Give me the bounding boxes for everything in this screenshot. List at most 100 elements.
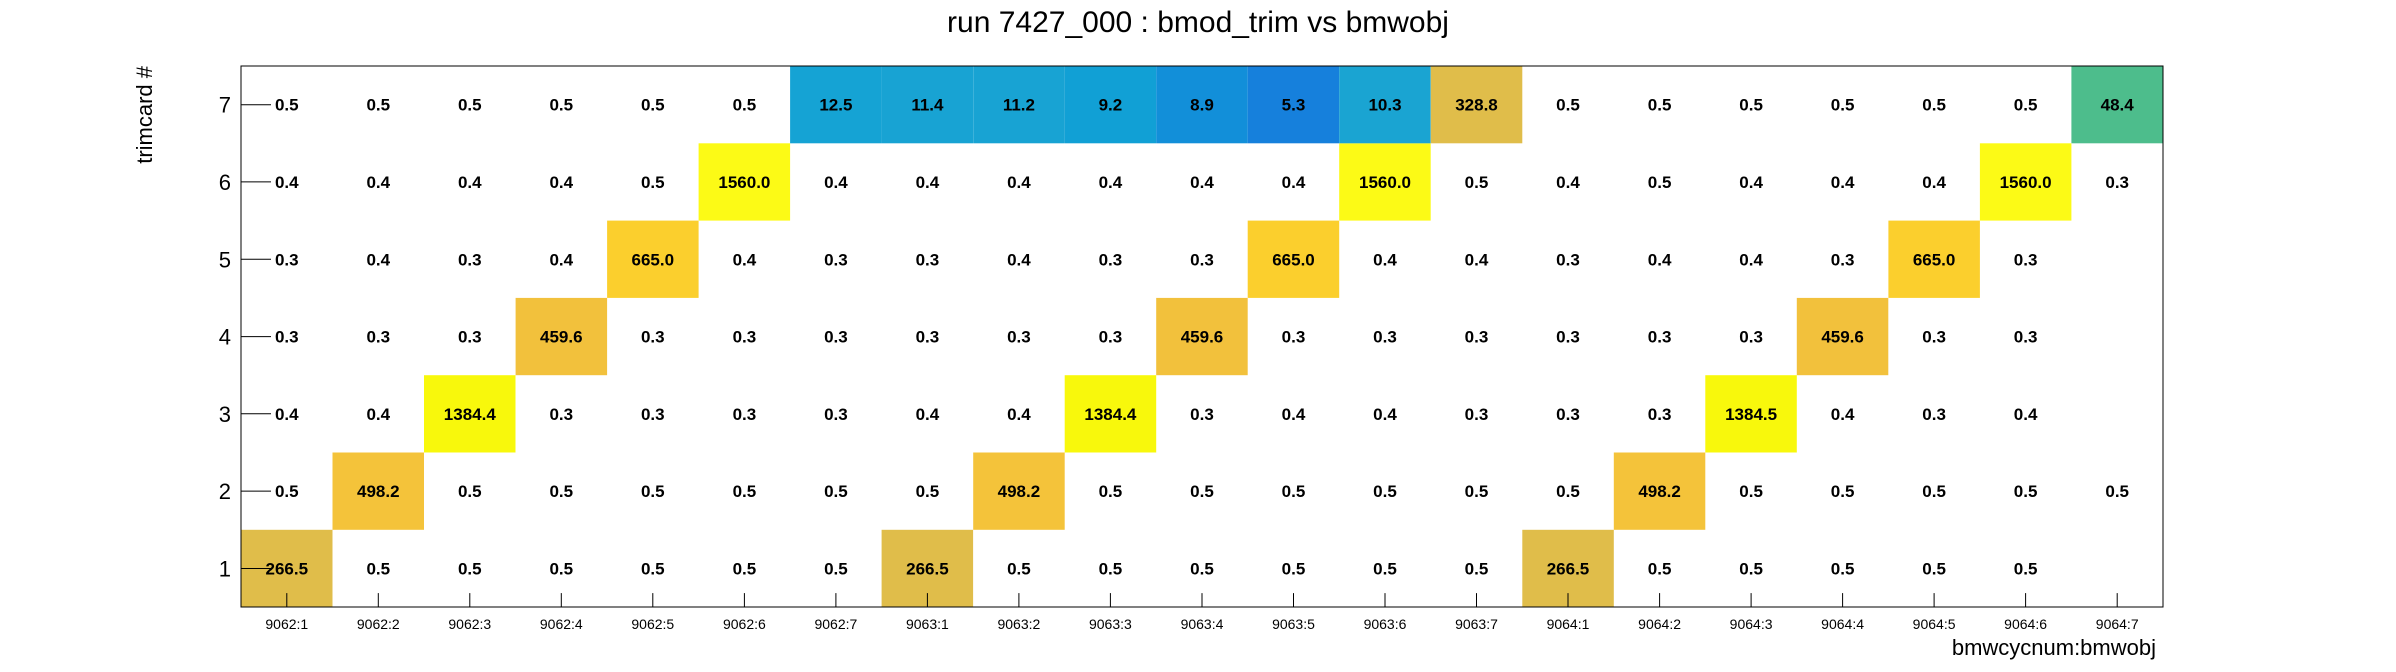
cell-value-label: 328.8 bbox=[1455, 96, 1498, 115]
x-tick-label: 9063:7 bbox=[1455, 616, 1498, 632]
cell-value-label: 0.5 bbox=[458, 482, 482, 501]
cell-value-label: 0.3 bbox=[1922, 328, 1946, 347]
cell-value-label: 0.5 bbox=[275, 482, 299, 501]
cell-value-label: 0.4 bbox=[1099, 173, 1123, 192]
cell-value-label: 0.5 bbox=[458, 559, 482, 578]
cell-value-label: 0.5 bbox=[458, 96, 482, 115]
cell-value-label: 0.4 bbox=[2014, 405, 2038, 424]
x-tick-label: 9064:6 bbox=[2004, 616, 2047, 632]
cell-value-label: 498.2 bbox=[1638, 482, 1681, 501]
cell-value-label: 9.2 bbox=[1099, 96, 1123, 115]
cell-value-label: 0.5 bbox=[641, 559, 665, 578]
heatmap-cell bbox=[1888, 220, 1980, 298]
cell-value-label: 0.3 bbox=[824, 250, 848, 269]
cell-value-label: 0.4 bbox=[1922, 173, 1946, 192]
heatmap-cell bbox=[607, 220, 699, 298]
cell-value-label: 0.5 bbox=[733, 559, 757, 578]
cell-value-label: 1560.0 bbox=[2000, 173, 2052, 192]
cell-value-label: 0.4 bbox=[458, 173, 482, 192]
cell-value-label: 0.3 bbox=[458, 250, 482, 269]
cell-value-label: 0.3 bbox=[1282, 328, 1306, 347]
cell-value-label: 0.4 bbox=[733, 250, 757, 269]
cell-value-label: 1560.0 bbox=[1359, 173, 1411, 192]
cell-value-label: 0.4 bbox=[1465, 250, 1489, 269]
cell-value-label: 0.3 bbox=[733, 405, 757, 424]
cell-value-label: 0.3 bbox=[641, 405, 665, 424]
x-tick-label: 9064:3 bbox=[1730, 616, 1773, 632]
cell-value-label: 665.0 bbox=[1913, 250, 1956, 269]
cell-value-label: 0.3 bbox=[1465, 405, 1489, 424]
cell-value-label: 0.4 bbox=[366, 173, 390, 192]
cell-value-label: 459.6 bbox=[540, 328, 583, 347]
x-tick-label: 9062:1 bbox=[265, 616, 308, 632]
cell-value-label: 0.3 bbox=[916, 328, 940, 347]
cell-value-label: 0.3 bbox=[641, 328, 665, 347]
cell-value-label: 0.5 bbox=[1922, 96, 1946, 115]
heatmap-cell bbox=[1247, 220, 1340, 298]
heatmap-cell bbox=[515, 297, 608, 376]
cell-value-label: 266.5 bbox=[906, 559, 949, 578]
cell-value-label: 0.4 bbox=[1007, 173, 1031, 192]
cell-value-label: 0.3 bbox=[1648, 405, 1672, 424]
cell-value-label: 0.3 bbox=[2105, 173, 2129, 192]
cell-value-label: 0.4 bbox=[1007, 250, 1031, 269]
heatmap-cell bbox=[1979, 143, 2072, 221]
cell-value-label: 0.3 bbox=[1190, 250, 1214, 269]
cell-value-label: 0.5 bbox=[275, 96, 299, 115]
cell-value-label: 0.3 bbox=[1556, 405, 1580, 424]
heatmap-cell bbox=[1430, 66, 1523, 144]
cell-value-label: 0.3 bbox=[1099, 328, 1123, 347]
cell-value-label: 11.4 bbox=[911, 96, 944, 115]
cell-value-label: 266.5 bbox=[1547, 559, 1590, 578]
cell-value-label: 0.4 bbox=[916, 405, 940, 424]
x-tick-label: 9062:3 bbox=[448, 616, 491, 632]
x-axis-title: bmwcycnum:bmwobj bbox=[1952, 635, 2156, 660]
cell-value-label: 0.5 bbox=[1099, 482, 1123, 501]
cell-value-label: 48.4 bbox=[2101, 96, 2135, 115]
cell-value-label: 0.4 bbox=[1190, 173, 1214, 192]
heatmap-cell bbox=[1064, 375, 1157, 453]
cell-value-label: 0.5 bbox=[916, 482, 940, 501]
cell-value-label: 0.4 bbox=[275, 173, 299, 192]
cell-value-label: 0.3 bbox=[458, 328, 482, 347]
cell-value-label: 0.3 bbox=[2014, 250, 2038, 269]
y-tick-label: 7 bbox=[219, 93, 231, 118]
x-tick-label: 9062:4 bbox=[540, 616, 583, 632]
x-tick-label: 9062:5 bbox=[631, 616, 674, 632]
cell-value-label: 0.5 bbox=[1831, 96, 1855, 115]
x-tick-label: 9062:6 bbox=[723, 616, 766, 632]
cell-value-label: 0.5 bbox=[1556, 482, 1580, 501]
cell-value-label: 0.5 bbox=[1282, 559, 1306, 578]
cell-value-label: 0.5 bbox=[1373, 482, 1397, 501]
y-tick-label: 1 bbox=[219, 557, 231, 582]
y-tick-label: 4 bbox=[219, 325, 231, 350]
cell-value-label: 0.4 bbox=[1373, 250, 1397, 269]
cell-value-label: 1384.5 bbox=[1725, 405, 1777, 424]
heatmap-cell bbox=[973, 66, 1065, 144]
cell-value-label: 0.5 bbox=[1556, 96, 1580, 115]
cell-value-label: 0.5 bbox=[1190, 559, 1214, 578]
heatmap-cell bbox=[424, 375, 516, 453]
heatmap-cell bbox=[1339, 143, 1431, 221]
heatmap-cell bbox=[1705, 375, 1797, 453]
cell-value-label: 0.5 bbox=[824, 559, 848, 578]
cell-value-label: 0.3 bbox=[366, 328, 390, 347]
cell-value-label: 0.3 bbox=[1922, 405, 1946, 424]
cell-value-label: 0.5 bbox=[549, 559, 573, 578]
cell-value-label: 8.9 bbox=[1190, 96, 1214, 115]
cell-value-label: 0.3 bbox=[1556, 250, 1580, 269]
x-tick-label: 9064:1 bbox=[1547, 616, 1590, 632]
cell-value-label: 0.3 bbox=[1373, 328, 1397, 347]
cell-value-label: 0.3 bbox=[549, 405, 573, 424]
cell-value-label: 0.3 bbox=[916, 250, 940, 269]
heatmap-cells bbox=[241, 66, 2163, 608]
cell-value-label: 1384.4 bbox=[444, 405, 497, 424]
heatmap-cell bbox=[1247, 66, 1340, 144]
cell-value-label: 5.3 bbox=[1282, 96, 1306, 115]
cell-value-label: 0.4 bbox=[1831, 405, 1855, 424]
cell-value-label: 0.4 bbox=[549, 250, 573, 269]
cell-value-label: 0.5 bbox=[2105, 482, 2129, 501]
cell-value-label: 0.3 bbox=[275, 250, 299, 269]
heatmap-cell bbox=[973, 452, 1065, 530]
